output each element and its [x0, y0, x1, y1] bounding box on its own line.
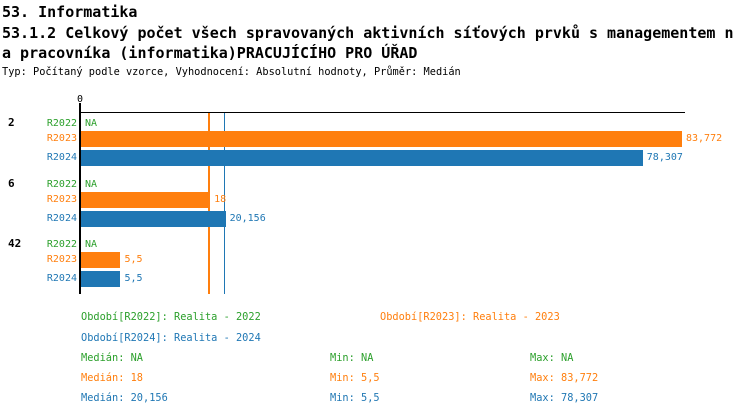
- indicator-title-line2: a pracovníka (informatika)PRACUJÍCÍHO PR…: [2, 44, 418, 62]
- legend-item-r2024: Období[R2024]: Realita - 2024: [81, 332, 261, 344]
- group-label-2: 2: [8, 116, 15, 129]
- stat-min-r2024: Min: 5,5: [330, 392, 380, 404]
- bar-6-r2024: [81, 211, 226, 227]
- stat-max-r2023: Max: 83,772: [530, 372, 599, 384]
- bar-value-label: 20,156: [229, 213, 266, 224]
- indicator-title-line1: 53.1.2 Celkový počet všech spravovaných …: [2, 24, 734, 42]
- series-row-label: R2024: [46, 273, 77, 284]
- bar-value-label: 18: [214, 194, 227, 205]
- series-row-label: R2023: [46, 254, 77, 265]
- bar-value-label: NA: [85, 239, 98, 250]
- x-axis-line: [79, 111, 685, 113]
- group-label-6: 6: [8, 177, 15, 190]
- series-row-label: R2022: [46, 239, 77, 250]
- stat-min-r2023: Min: 5,5: [330, 372, 380, 384]
- bar-42-r2024: [81, 271, 121, 287]
- stat-median-r2024: Medián: 20,156: [81, 392, 168, 404]
- group-label-42: 42: [8, 237, 22, 250]
- bar-2-r2023: [81, 131, 682, 147]
- bar-42-r2023: [81, 252, 121, 268]
- bar-6-r2023: [81, 192, 211, 208]
- median-line-r2024: [223, 113, 226, 294]
- stat-median-r2023: Medián: 18: [81, 372, 143, 384]
- legend-item-r2023: Období[R2023]: Realita - 2023: [380, 311, 560, 323]
- series-row-label: R2022: [46, 179, 77, 190]
- bar-value-label: 5,5: [124, 254, 143, 265]
- bar-value-label: 83,772: [686, 133, 723, 144]
- series-row-label: R2024: [46, 152, 77, 163]
- stat-median-r2022: Medián: NA: [81, 352, 143, 364]
- x-axis-tick-label: 0: [76, 94, 84, 105]
- stat-max-r2024: Max: 78,307: [530, 392, 599, 404]
- bar-value-label: 78,307: [646, 152, 683, 163]
- bar-value-label: 5,5: [124, 273, 143, 284]
- series-row-label: R2023: [46, 194, 77, 205]
- series-row-label: R2024: [46, 213, 77, 224]
- series-row-label: R2023: [46, 133, 77, 144]
- bar-2-r2024: [81, 150, 643, 166]
- bar-value-label: NA: [85, 118, 98, 129]
- stat-max-r2022: Max: NA: [530, 352, 574, 364]
- y-axis-line: [79, 103, 81, 294]
- series-row-label: R2022: [46, 118, 77, 129]
- stat-min-r2022: Min: NA: [330, 352, 374, 364]
- legend-item-r2022: Období[R2022]: Realita - 2022: [81, 311, 261, 323]
- meta-line: Typ: Počítaný podle vzorce, Vyhodnocení:…: [2, 66, 461, 78]
- section-title: 53. Informatika: [2, 3, 138, 21]
- bar-value-label: NA: [85, 179, 98, 190]
